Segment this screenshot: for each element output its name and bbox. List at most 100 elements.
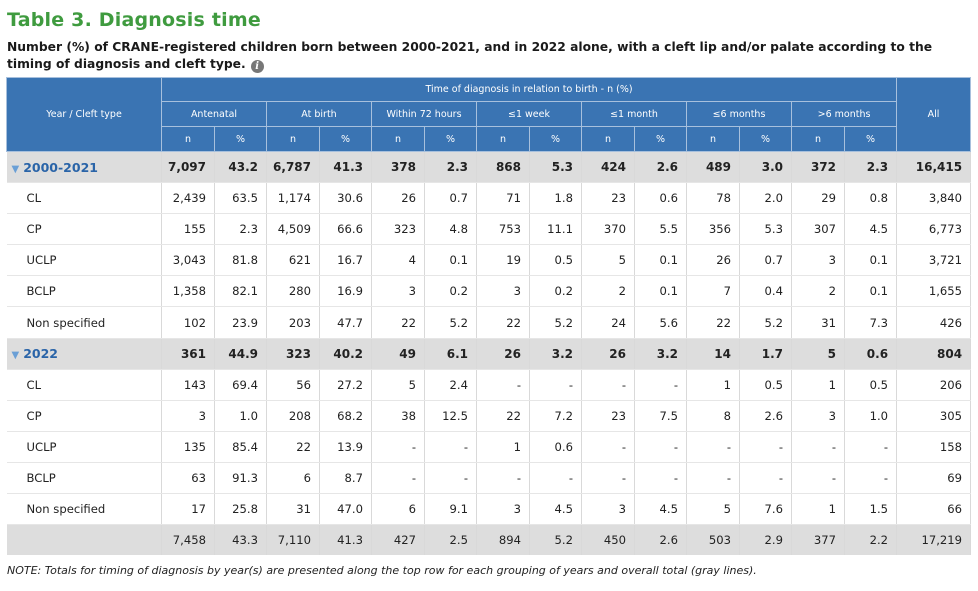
table-cell: 3,721: [896, 244, 972, 277]
table-cell: 1.0: [214, 400, 267, 432]
table-cell: 0.7: [424, 182, 477, 215]
table-cell: 31: [791, 306, 845, 339]
table-cell: 41.3: [319, 151, 372, 184]
pct-subheader: %: [634, 126, 687, 152]
table-cell: 22: [266, 431, 320, 463]
table-cell: 372: [791, 151, 845, 184]
timing-header: ≤6 months: [686, 101, 792, 127]
table-cell: 356: [686, 213, 740, 246]
table-cell: 361: [161, 338, 215, 370]
table-cell: 5.2: [739, 306, 792, 339]
table-cell: 377: [791, 524, 845, 556]
table-cell: 82.1: [214, 275, 267, 308]
table-cell: 753: [476, 213, 530, 246]
collapse-caret-icon[interactable]: ▼: [11, 163, 20, 175]
table-cell: 29: [791, 182, 845, 215]
table-cell: 3: [476, 493, 530, 526]
row-label: UCLP: [26, 253, 57, 268]
timing-header: >6 months: [790, 101, 898, 127]
row-label-cell: CP: [6, 400, 162, 432]
table-cell: 894: [476, 524, 530, 556]
table-cell: 22: [686, 306, 740, 339]
table-cell: 621: [266, 244, 320, 277]
table-cell: 43.2: [214, 151, 267, 184]
timing-header: Within 72 hours: [371, 101, 477, 127]
n-subheader: n: [161, 126, 215, 152]
table-cell: 1.5: [844, 493, 898, 526]
table-cell: 25.8: [214, 493, 267, 526]
table-cell: 1: [686, 369, 740, 401]
table-cell: 2.0: [739, 182, 792, 215]
table-cell: 450: [581, 524, 635, 556]
table-cell: 0.2: [424, 275, 477, 308]
group-label-cell[interactable]: ▼ 2000-2021: [6, 151, 162, 184]
table-cell: 3.2: [634, 338, 687, 370]
table-cell: 26: [371, 182, 425, 215]
pct-subheader: %: [843, 126, 898, 152]
table-cell: 0.2: [529, 275, 582, 308]
group-label: 2022: [23, 346, 58, 362]
table-cell: 868: [476, 151, 530, 184]
table-cell: 31: [266, 493, 320, 526]
n-subheader: n: [791, 126, 845, 152]
table-cell: 69.4: [214, 369, 267, 401]
row-label-cell: CP: [6, 213, 162, 246]
table-cell: 1,358: [161, 275, 215, 308]
table-cell: 2.2: [844, 524, 898, 556]
table-cell: 6.1: [424, 338, 477, 370]
table-cell: 17: [161, 493, 215, 526]
table-cell: 0.1: [844, 275, 898, 308]
table-cell: 143: [161, 369, 215, 401]
timing-header: Antenatal: [161, 101, 267, 127]
table-cell: 2.6: [634, 151, 687, 184]
table-cell: 3.0: [739, 151, 792, 184]
all-header: All: [896, 77, 972, 152]
row-label: CL: [26, 377, 42, 392]
row-label-cell: BCLP: [6, 275, 162, 308]
table-cell: 2.3: [844, 151, 898, 184]
group-label-cell[interactable]: ▼ 2022: [6, 338, 162, 370]
table-cell: 41.3: [319, 524, 372, 556]
table-cell: -: [581, 369, 635, 401]
collapse-caret-icon[interactable]: ▼: [11, 350, 20, 362]
table-cell: 2,439: [161, 182, 215, 215]
timing-header: At birth: [266, 101, 372, 127]
table-cell: 1.8: [529, 182, 582, 215]
n-subheader: n: [686, 126, 740, 152]
row-header: Year / Cleft type: [6, 77, 162, 152]
table-cell: 2.4: [424, 369, 477, 401]
table-cell: 5.3: [739, 213, 792, 246]
table-cell: -: [634, 462, 687, 495]
table-cell: 135: [161, 431, 215, 463]
row-label-cell: UCLP: [6, 431, 162, 463]
group-row[interactable]: ▼ 2022 361 44.9 323 40.2 49 6.1 26 3.2 26 3.2 14 1.7 5…: [6, 338, 972, 370]
table-cell: 0.1: [634, 244, 687, 277]
table-cell: 8: [686, 400, 740, 432]
table-cell: 40.2: [319, 338, 372, 370]
table-row: UCLP 3,043 81.8 621 16.7 4 0.1 19 0.5 5 0.1 26 0.7 3 0…: [6, 244, 972, 277]
table-cell: 280: [266, 275, 320, 308]
table-cell: 6,773: [896, 213, 972, 246]
group-row[interactable]: ▼ 2000-2021 7,097 43.2 6,787 41.3 378 2.3 868 5.3…: [6, 151, 972, 184]
table-cell: 0.6: [634, 182, 687, 215]
table-cell: 5.2: [424, 306, 477, 339]
table-cell: 78: [686, 182, 740, 215]
table-cell: 6: [266, 462, 320, 495]
timing-header: ≤1 month: [581, 101, 687, 127]
table-cell: -: [529, 462, 582, 495]
table-cell: 16,415: [896, 151, 972, 184]
table-cell: 7,110: [266, 524, 320, 556]
table-cell: 370: [581, 213, 635, 246]
row-label-cell: Non specified: [6, 306, 162, 339]
table-cell: 22: [476, 306, 530, 339]
total-row: 7,458 43.3 7,110 41.3 427 2.5 894 5.2 450 2.6 503 2…: [6, 524, 972, 556]
table-cell: 91.3: [214, 462, 267, 495]
table-cell: 426: [896, 306, 972, 339]
table-cell: 38: [371, 400, 425, 432]
info-icon[interactable]: i: [250, 60, 264, 73]
table-cell: -: [581, 431, 635, 463]
table-cell: 9.1: [424, 493, 477, 526]
table-cell: 5.2: [529, 306, 582, 339]
table-cell: 5.6: [634, 306, 687, 339]
table-cell: 1: [791, 369, 845, 401]
